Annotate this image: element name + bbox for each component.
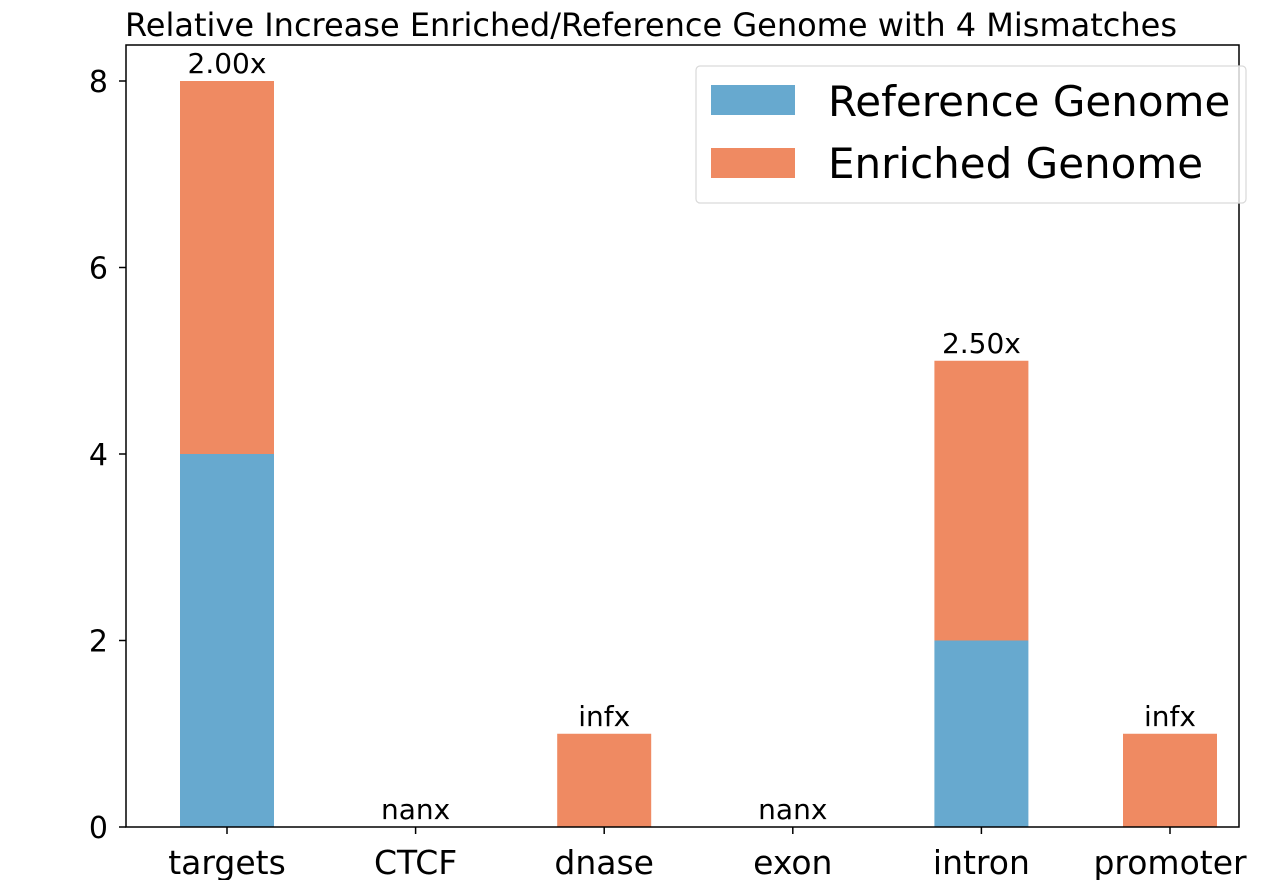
y-tick-label-4: 4	[89, 438, 108, 473]
legend-label-reference: Reference Genome	[828, 77, 1230, 126]
x-tick-label-exon: exon	[753, 843, 832, 880]
y-tick-label-8: 8	[89, 65, 108, 100]
x-tick-label-ctcf: CTCF	[374, 843, 457, 880]
axes-layer	[125, 44, 1240, 828]
bar-intron-reference-genome	[934, 640, 1029, 827]
bar-label-exon: nanx	[758, 793, 827, 826]
bar-targets-reference-genome	[180, 454, 274, 827]
plot-frame	[125, 44, 1240, 828]
y-ticks-layer: 0 2 4 6 8	[89, 65, 126, 846]
legend-box	[695, 65, 1247, 204]
legend-swatch-reference	[711, 85, 795, 115]
x-tick-label-dnase: dnase	[554, 843, 654, 880]
bar-label-promoter: infx	[1144, 700, 1196, 733]
chart-title: Relative Increase Enriched/Reference Gen…	[125, 6, 1177, 44]
bars-layer	[180, 81, 1217, 827]
y-tick-label-2: 2	[89, 625, 108, 660]
bar-labels-layer: 2.00x nanx infx nanx 2.50x infx	[188, 47, 1196, 826]
bar-label-ctcf: nanx	[381, 793, 450, 826]
bar-label-intron: 2.50x	[942, 327, 1021, 360]
y-tick-label-6: 6	[89, 252, 108, 287]
x-tick-label-targets: targets	[168, 843, 286, 880]
bar-label-dnase: infx	[578, 700, 630, 733]
legend-swatch-enriched	[711, 148, 795, 178]
bar-targets-enriched-genome	[180, 81, 274, 454]
bar-label-targets: 2.00x	[188, 47, 267, 80]
x-tick-label-promoter: promoter	[1093, 843, 1247, 880]
bar-dnase-enriched-genome	[557, 733, 652, 827]
legend-label-enriched: Enriched Genome	[828, 139, 1203, 188]
x-ticks-layer: targets CTCF dnase exon intron promoter	[168, 827, 1247, 880]
x-tick-label-intron: intron	[933, 843, 1030, 880]
bar-promoter-enriched-genome	[1123, 733, 1217, 827]
bar-intron-enriched-genome	[934, 360, 1029, 641]
y-tick-label-0: 0	[89, 811, 108, 846]
legend: Reference Genome Enriched Genome	[695, 65, 1247, 204]
